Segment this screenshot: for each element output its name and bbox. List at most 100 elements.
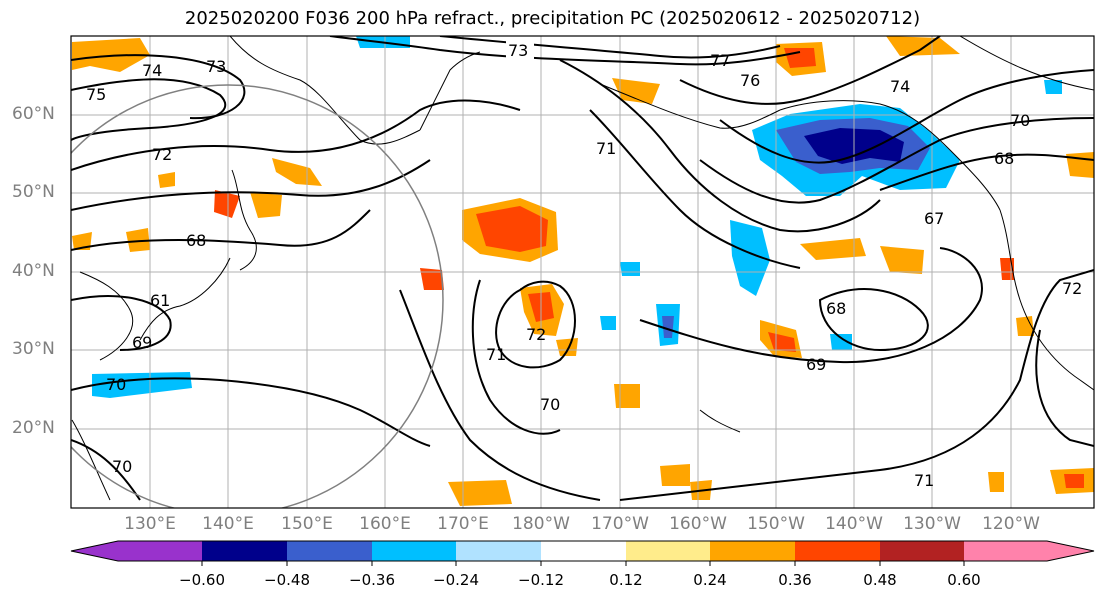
contour-label: 71 [596,139,616,158]
precip-area [1064,474,1084,488]
contour-line [71,209,371,251]
contour-line [719,69,1094,164]
precip-area [886,36,960,56]
contour-line [71,54,246,120]
colorbar-tick-label: 0.12 [609,571,643,589]
coastline [419,51,481,131]
colorbar-outline [70,540,1095,562]
colorbar-cell [372,541,456,561]
colorbar-cell [287,541,372,561]
contour-label: 69 [132,333,152,352]
lon-label: 180°W [512,514,570,534]
map-frame [70,35,1095,509]
coastline [71,419,111,501]
colorbar-tick-label: −0.48 [264,571,310,589]
lon-label: 170°W [591,514,649,534]
contour-line [699,117,1094,204]
lon-label: 120°W [982,514,1040,534]
precip-area [768,332,796,352]
contour-labels: 73 77 74 73 75 76 74 72 71 70 68 68 67 6… [86,40,1082,490]
lon-label: 150°E [281,514,333,534]
contour-line [818,288,929,352]
contour-line [71,439,141,501]
precip-area [830,334,852,350]
contour-label: 71 [486,345,506,364]
contour-line [329,36,801,66]
coastline [779,100,1001,211]
colorbar [70,540,1095,566]
precip-area [1000,258,1014,280]
coastline [599,83,781,129]
precip-area [660,464,690,486]
map-area: 73 77 74 73 75 76 74 72 71 70 68 68 67 6… [71,36,1094,508]
contour-line [71,78,227,141]
contour-label: 72 [526,325,546,344]
lon-label: 160°E [359,514,411,534]
precip-area [1066,152,1094,178]
contour-label: 73 [206,57,226,76]
lon-label: 140°W [825,514,883,534]
colorbar-tick-label: 0.24 [693,571,727,589]
contours [71,36,1094,501]
colorbar-cell [626,541,710,561]
precip-area [600,316,616,330]
contour-label: 70 [540,395,560,414]
precip-area [620,262,640,276]
lat-label: 30°N [12,339,55,359]
contour-label: 71 [914,471,934,490]
precip-area [730,220,770,296]
lon-label: 130°E [124,514,176,534]
lon-label: 160°W [669,514,727,534]
graticule [71,36,1094,508]
contour-label: 70 [1010,111,1030,130]
lat-label: 50°N [12,182,55,202]
precip-area [126,228,150,252]
contour-label: 61 [150,291,170,310]
contour-label: 69 [806,355,826,374]
precip-area [72,232,92,250]
lon-label: 130°W [903,514,961,534]
contour-line [559,59,881,233]
colorbar-cell [456,541,541,561]
colorbar-cell [202,541,287,561]
colorbar-cell [964,541,1094,561]
colorbar-cell [795,541,880,561]
contour-line [639,247,983,364]
precip-area [800,238,866,260]
precip-area [612,78,660,104]
coastline [139,257,231,341]
colorbar-tick-label: −0.60 [179,571,225,589]
contour-line [71,295,172,351]
contour-label: 75 [86,85,106,104]
contour-label: 73 [508,41,528,60]
colorbar-tick-label: 0.60 [947,571,981,589]
precip-area [214,190,240,218]
contour-line [471,279,561,435]
precip-area [556,338,578,356]
precip-area [988,472,1004,492]
contour-label: 68 [994,149,1014,168]
colorbar-tick-label: −0.12 [518,571,564,589]
lat-label: 20°N [12,418,55,438]
coastline [231,169,257,271]
lat-label: 40°N [12,261,55,281]
contour-label: 72 [1062,279,1082,298]
contour-label: 72 [152,145,172,164]
colorbar-cell [541,541,626,561]
contour-line [619,269,1094,501]
contour-label: 77 [710,51,730,70]
contour-line [589,109,801,269]
contour-line [71,377,431,447]
colorbar-cell [71,541,202,561]
lat-label: 60°N [12,104,55,124]
contour-label: 70 [112,457,132,476]
precip-area [662,316,674,338]
precip-area [1044,80,1062,94]
colorbar-tick-label: 0.36 [778,571,812,589]
contour-line [399,289,601,501]
contour-label: 67 [924,209,944,228]
colorbar-tick-label: 0.48 [863,571,897,589]
lon-label: 170°E [437,514,489,534]
coastline [699,409,741,433]
